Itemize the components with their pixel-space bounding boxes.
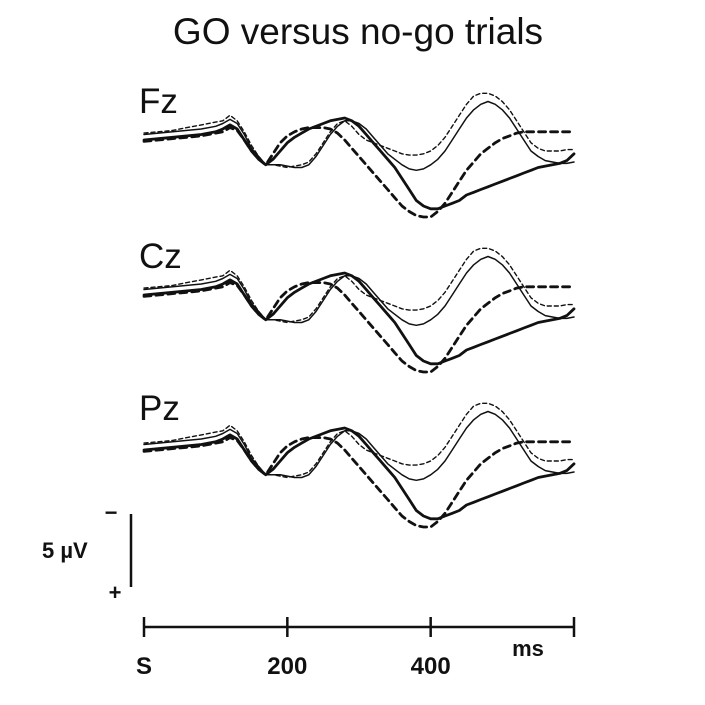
scale-positive-sign: + (109, 580, 122, 605)
trace-pz-thin-dashed (143, 402, 575, 479)
trace-pz-thick-dashed (142, 436, 576, 529)
trace-cz-thick-solid (142, 271, 576, 366)
amplitude-scale-bar: − + 5 µV (42, 500, 133, 605)
x-tick-label-0: S (136, 653, 152, 680)
panel-cz: Cz (139, 237, 576, 374)
scale-negative-sign: − (105, 500, 118, 525)
electrode-label-pz: Pz (139, 389, 180, 428)
x-tick-label-400: 400 (411, 653, 451, 680)
trace-pz-thick-solid (142, 426, 576, 521)
panel-pz: Pz (139, 389, 576, 529)
trace-cz-thin-dashed (143, 247, 575, 324)
trace-pz-thin-solid (143, 410, 575, 482)
time-unit-label: ms (512, 636, 544, 661)
chart-title: GO versus no-go trials (173, 11, 543, 52)
trace-fz-thin-solid (143, 100, 575, 172)
trace-cz-thick-dashed (142, 281, 576, 374)
trace-cz-thin-solid (143, 255, 575, 327)
electrode-label-cz: Cz (139, 237, 182, 276)
electrode-panels: Fz Cz Pz (139, 82, 576, 529)
panel-fz: Fz (139, 82, 576, 219)
trace-fz-thick-dashed (142, 126, 576, 219)
scale-label: 5 µV (42, 538, 88, 563)
x-tick-label-200: 200 (267, 653, 307, 680)
trace-fz-thick-solid (142, 116, 576, 211)
trace-fz-thin-dashed (143, 92, 575, 169)
electrode-label-fz: Fz (139, 82, 178, 121)
time-axis (142, 617, 576, 637)
